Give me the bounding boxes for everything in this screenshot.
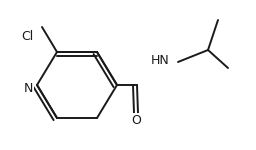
- Text: N: N: [23, 81, 33, 94]
- Text: HN: HN: [151, 54, 169, 66]
- Text: O: O: [131, 114, 141, 128]
- Text: Cl: Cl: [21, 30, 33, 42]
